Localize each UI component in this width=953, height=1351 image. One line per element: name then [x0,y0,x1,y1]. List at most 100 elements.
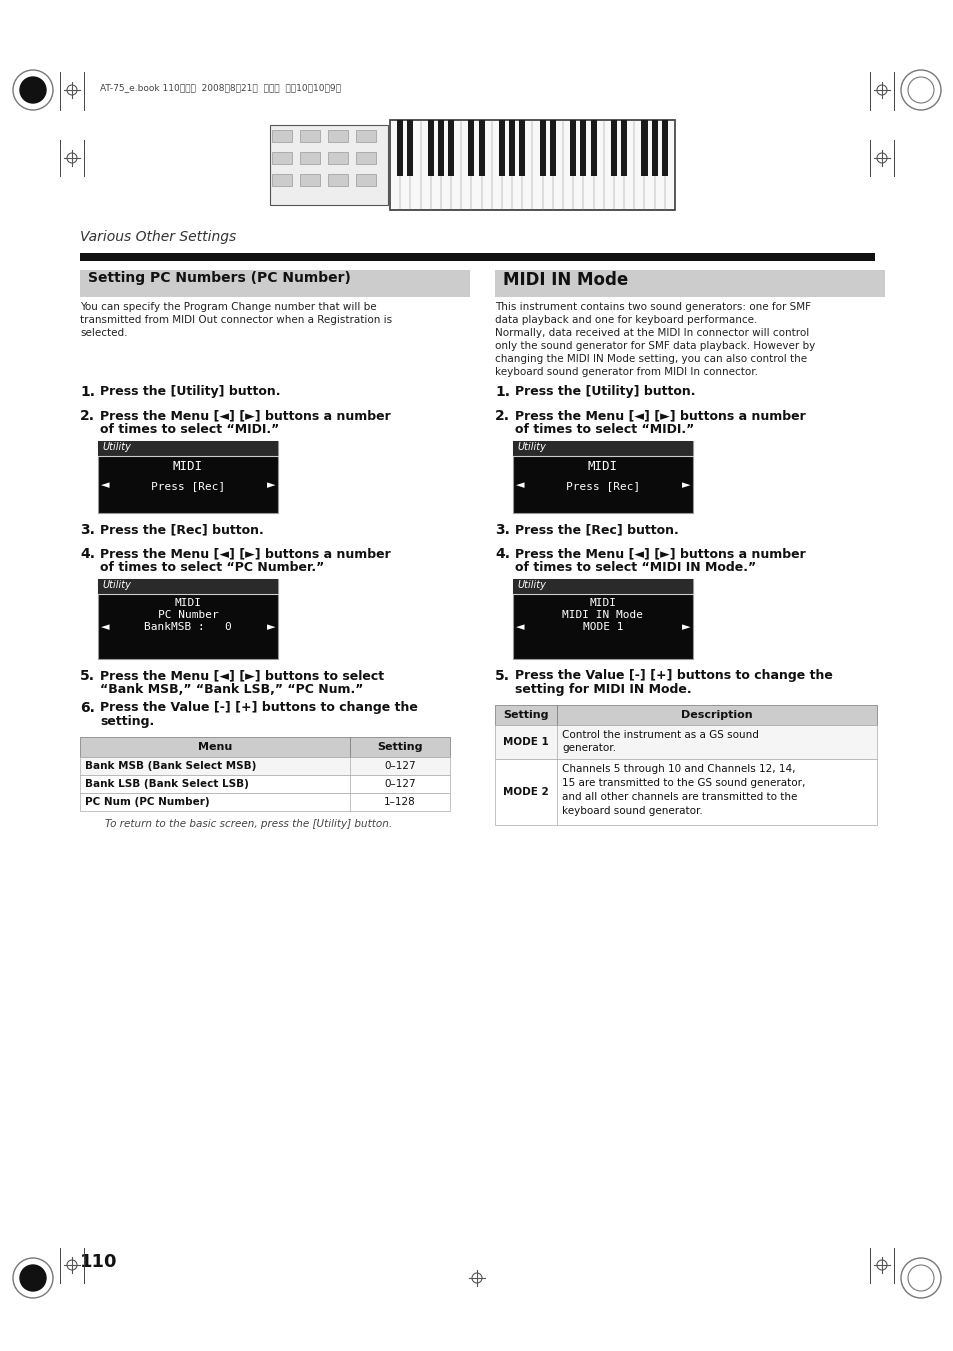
Bar [98,580,277,594]
Text: Normally, data received at the MIDI In connector will control: Normally, data received at the MIDI In c… [495,328,808,338]
Text: Press the [Utility] button.: Press the [Utility] button. [100,385,280,399]
Text: 1.: 1. [80,385,95,399]
Text: Press the Menu [◄] [►] buttons a number: Press the Menu [◄] [►] buttons a number [515,409,805,422]
Text: Setting: Setting [376,742,422,753]
Bar [610,120,617,176]
Bar [498,120,504,176]
Bar [468,120,474,176]
Text: Menu: Menu [197,742,232,753]
Text: transmitted from MIDI Out connector when a Registration is: transmitted from MIDI Out connector when… [80,315,392,326]
Text: 0–127: 0–127 [384,780,416,789]
Bar [495,270,884,297]
Bar [80,253,874,261]
Bar [513,440,692,457]
Bar [80,738,450,757]
Bar [328,130,348,142]
Text: Press the Menu [◄] [►] buttons to select: Press the Menu [◄] [►] buttons to select [100,669,384,682]
Bar [437,120,443,176]
Text: PC Num (PC Number): PC Num (PC Number) [85,797,210,807]
Text: MIDI IN Mode: MIDI IN Mode [562,611,643,620]
Text: Channels 5 through 10 and Channels 12, 14,: Channels 5 through 10 and Channels 12, 1… [561,765,795,774]
Text: 110: 110 [80,1252,117,1271]
Bar [355,130,375,142]
Text: Setting PC Numbers (PC Number): Setting PC Numbers (PC Number) [88,272,351,285]
Bar [495,759,876,825]
Text: MODE 2: MODE 2 [502,788,548,797]
Bar [651,120,657,176]
Text: 5.: 5. [495,669,510,684]
Text: Press [Rec]: Press [Rec] [565,481,639,490]
Text: Utility: Utility [102,580,131,590]
Text: Press the [Rec] button.: Press the [Rec] button. [515,523,678,536]
Bar [272,174,292,186]
Text: Control the instrument as a GS sound: Control the instrument as a GS sound [561,730,758,740]
Bar [80,757,450,775]
Text: Press the [Rec] button.: Press the [Rec] button. [100,523,263,536]
Text: “Bank MSB,” “Bank LSB,” “PC Num.”: “Bank MSB,” “Bank LSB,” “PC Num.” [100,684,363,696]
Text: 6.: 6. [80,701,94,715]
Text: Description: Description [680,711,752,720]
Text: ►: ► [681,623,690,632]
Text: 1.: 1. [495,385,510,399]
Text: To return to the basic screen, press the [Utility] button.: To return to the basic screen, press the… [105,819,392,830]
Bar [495,725,876,759]
Bar [272,153,292,163]
Text: selected.: selected. [80,328,128,338]
Text: Utility: Utility [102,442,131,453]
Text: MIDI: MIDI [174,598,201,608]
Text: MIDI: MIDI [172,459,203,473]
Bar [272,130,292,142]
Text: of times to select “MIDI IN Mode.”: of times to select “MIDI IN Mode.” [515,561,756,574]
Text: MIDI: MIDI [589,598,616,608]
Text: 2.: 2. [80,409,95,423]
Text: Setting: Setting [503,711,548,720]
Text: MODE 1: MODE 1 [582,621,622,632]
Text: of times to select “MIDI.”: of times to select “MIDI.” [100,423,279,436]
Bar [98,440,277,457]
Bar [518,120,525,176]
Text: ►: ► [267,481,275,490]
Bar [355,153,375,163]
Text: Bank MSB (Bank Select MSB): Bank MSB (Bank Select MSB) [85,761,256,771]
Bar [355,174,375,186]
Text: keyboard sound generator.: keyboard sound generator. [561,807,702,816]
Bar [509,120,515,176]
Bar [80,793,450,811]
Text: keyboard sound generator from MIDI In connector.: keyboard sound generator from MIDI In co… [495,367,758,377]
Circle shape [20,77,46,103]
Bar [299,130,319,142]
Text: changing the MIDI IN Mode setting, you can also control the: changing the MIDI IN Mode setting, you c… [495,354,806,363]
Bar [270,126,388,205]
Bar [590,120,596,176]
Bar [539,120,545,176]
Bar [80,270,470,297]
Text: generator.: generator. [561,743,616,753]
Text: AT-75_e.book 110ページ  2008年8月21日  木曜日  午前10晉10剩9分: AT-75_e.book 110ページ 2008年8月21日 木曜日 午前10晉… [100,84,340,92]
Text: 2.: 2. [495,409,510,423]
Bar [513,440,692,513]
Text: only the sound generator for SMF data playback. However by: only the sound generator for SMF data pl… [495,340,815,351]
Bar [478,120,484,176]
Text: This instrument contains two sound generators: one for SMF: This instrument contains two sound gener… [495,303,810,312]
Bar [570,120,576,176]
Text: MODE 1: MODE 1 [502,738,548,747]
Bar [495,705,876,725]
Bar [640,120,647,176]
Text: Various Other Settings: Various Other Settings [80,230,236,245]
Bar [390,120,675,209]
Text: Press [Rec]: Press [Rec] [151,481,225,490]
Text: Utility: Utility [517,580,545,590]
Text: setting.: setting. [100,715,154,728]
Text: 4.: 4. [495,547,510,561]
Text: of times to select “MIDI.”: of times to select “MIDI.” [515,423,694,436]
Text: Press the Value [-] [+] buttons to change the: Press the Value [-] [+] buttons to chang… [100,701,417,713]
Bar [661,120,667,176]
Text: and all other channels are transmitted to the: and all other channels are transmitted t… [561,792,797,802]
Text: ►: ► [267,623,275,632]
Text: setting for MIDI IN Mode.: setting for MIDI IN Mode. [515,684,691,696]
Bar [98,440,277,513]
Bar [579,120,586,176]
Text: Utility: Utility [517,442,545,453]
Text: BankMSB :   0: BankMSB : 0 [144,621,232,632]
Text: Press the [Utility] button.: Press the [Utility] button. [515,385,695,399]
